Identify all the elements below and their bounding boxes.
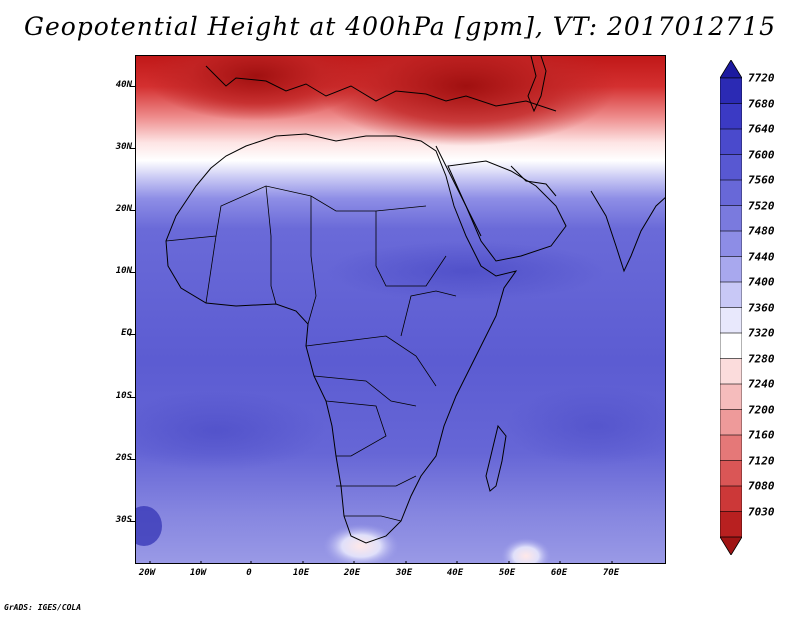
high-height-band-horn bbox=[326, 241, 606, 301]
map-panel bbox=[135, 55, 666, 564]
x-tick-label: 30E bbox=[395, 568, 413, 578]
x-tick-label: 0 bbox=[246, 568, 252, 578]
colorbar-label: 7520 bbox=[748, 199, 775, 212]
persian-gulf-coastline bbox=[510, 165, 557, 197]
x-tick-label: 50E bbox=[498, 568, 516, 578]
credit-text: GrADS: IGES/COLA bbox=[4, 603, 82, 612]
colorbar-label: 7680 bbox=[748, 97, 775, 110]
y-tick-label: EQ bbox=[121, 328, 132, 338]
colorbar-swatch bbox=[720, 205, 742, 232]
colorbar-swatch bbox=[720, 434, 742, 462]
inner-ticks bbox=[149, 561, 613, 563]
colorbar-swatch bbox=[720, 77, 742, 105]
colorbar-swatch bbox=[720, 307, 742, 334]
colorbar-label: 7480 bbox=[748, 224, 775, 238]
low-height-region-middle-east bbox=[316, 56, 616, 146]
colorbar-label: 7560 bbox=[748, 173, 775, 187]
colorbar-label: 7400 bbox=[748, 275, 775, 289]
colorbar-swatch bbox=[720, 485, 742, 513]
colorbar-swatch bbox=[720, 409, 742, 436]
europe-coastline bbox=[205, 65, 557, 112]
geopotential-field bbox=[136, 56, 665, 563]
caspian-sea-coastline bbox=[527, 56, 547, 113]
colorbar-swatch bbox=[720, 511, 742, 538]
x-tick-label: 60E bbox=[550, 568, 568, 578]
colorbar-swatch bbox=[720, 460, 742, 487]
colorbar-label: 7440 bbox=[748, 250, 775, 263]
y-tick-label: 30N bbox=[115, 142, 132, 152]
x-tick-label: 10E bbox=[292, 568, 310, 578]
colorbar-label: 7600 bbox=[748, 148, 775, 161]
colorbar-label: 7200 bbox=[748, 403, 775, 416]
y-tick-label: 30S bbox=[115, 515, 132, 525]
y-tick-mark bbox=[130, 148, 135, 149]
x-tick-label: 40E bbox=[446, 568, 464, 578]
madagascar-coastline bbox=[485, 424, 507, 492]
x-tick-label: 70E bbox=[602, 568, 620, 578]
pale-region-south-ocean bbox=[501, 538, 551, 563]
pale-region-south-africa bbox=[323, 524, 399, 563]
high-height-band-indian-ocean bbox=[506, 386, 665, 466]
country-boundaries bbox=[165, 185, 457, 522]
colorbar-swatch bbox=[720, 179, 742, 207]
colorbar-swatch bbox=[720, 128, 742, 156]
y-tick-label: 20S bbox=[115, 453, 132, 463]
colorbar-label: 7360 bbox=[748, 301, 775, 314]
y-tick-label: 10N bbox=[115, 266, 132, 276]
y-tick-mark bbox=[130, 210, 135, 211]
colorbar-label: 7240 bbox=[748, 377, 775, 391]
colorbar-label: 7120 bbox=[748, 454, 775, 467]
colorbar-top-arrow bbox=[720, 60, 742, 79]
y-tick-mark bbox=[130, 86, 135, 87]
colorbar-swatch bbox=[720, 230, 742, 258]
colorbar-label: 7720 bbox=[748, 71, 775, 85]
y-tick-mark bbox=[130, 272, 135, 273]
colorbar-label: 7640 bbox=[748, 122, 775, 136]
x-tick-label: 20E bbox=[343, 568, 361, 578]
y-tick-mark bbox=[130, 521, 135, 522]
africa-coastline bbox=[165, 133, 518, 544]
colorbar-swatch bbox=[720, 281, 742, 309]
colorbar-label: 7080 bbox=[748, 479, 775, 493]
colorbar-label: 7280 bbox=[748, 352, 775, 365]
colorbar-label: 7030 bbox=[748, 505, 775, 518]
y-tick-label: 10S bbox=[115, 391, 132, 401]
arabia-coastline bbox=[447, 160, 567, 262]
low-height-region-mediterranean bbox=[146, 56, 366, 121]
red-sea-coastline bbox=[435, 145, 482, 237]
colorbar-swatch bbox=[720, 103, 742, 130]
y-tick-mark bbox=[130, 397, 135, 398]
y-tick-mark bbox=[130, 459, 135, 460]
colorbar-swatch bbox=[720, 383, 742, 411]
colorbar-swatch bbox=[720, 154, 742, 181]
colorbar-label: 7320 bbox=[748, 326, 775, 340]
y-tick-mark bbox=[130, 334, 135, 335]
high-height-band-south-atlantic bbox=[136, 391, 326, 471]
high-height-spot-southwest bbox=[136, 506, 162, 546]
y-tick-label: 40N bbox=[115, 80, 132, 90]
colorbar-swatch bbox=[720, 358, 742, 385]
x-tick-label: 10W bbox=[189, 568, 207, 578]
india-coastline bbox=[590, 190, 665, 273]
colorbar bbox=[720, 60, 742, 555]
colorbar-swatch bbox=[720, 332, 742, 360]
colorbar-bottom-arrow bbox=[720, 536, 742, 555]
colorbar-label: 7160 bbox=[748, 428, 775, 442]
x-tick-label: 20W bbox=[138, 568, 156, 578]
y-tick-label: 20N bbox=[115, 204, 132, 214]
map-title: Geopotential Height at 400hPa [gpm], VT:… bbox=[23, 12, 777, 41]
colorbar-swatch bbox=[720, 256, 742, 283]
height-field-base bbox=[136, 56, 665, 563]
